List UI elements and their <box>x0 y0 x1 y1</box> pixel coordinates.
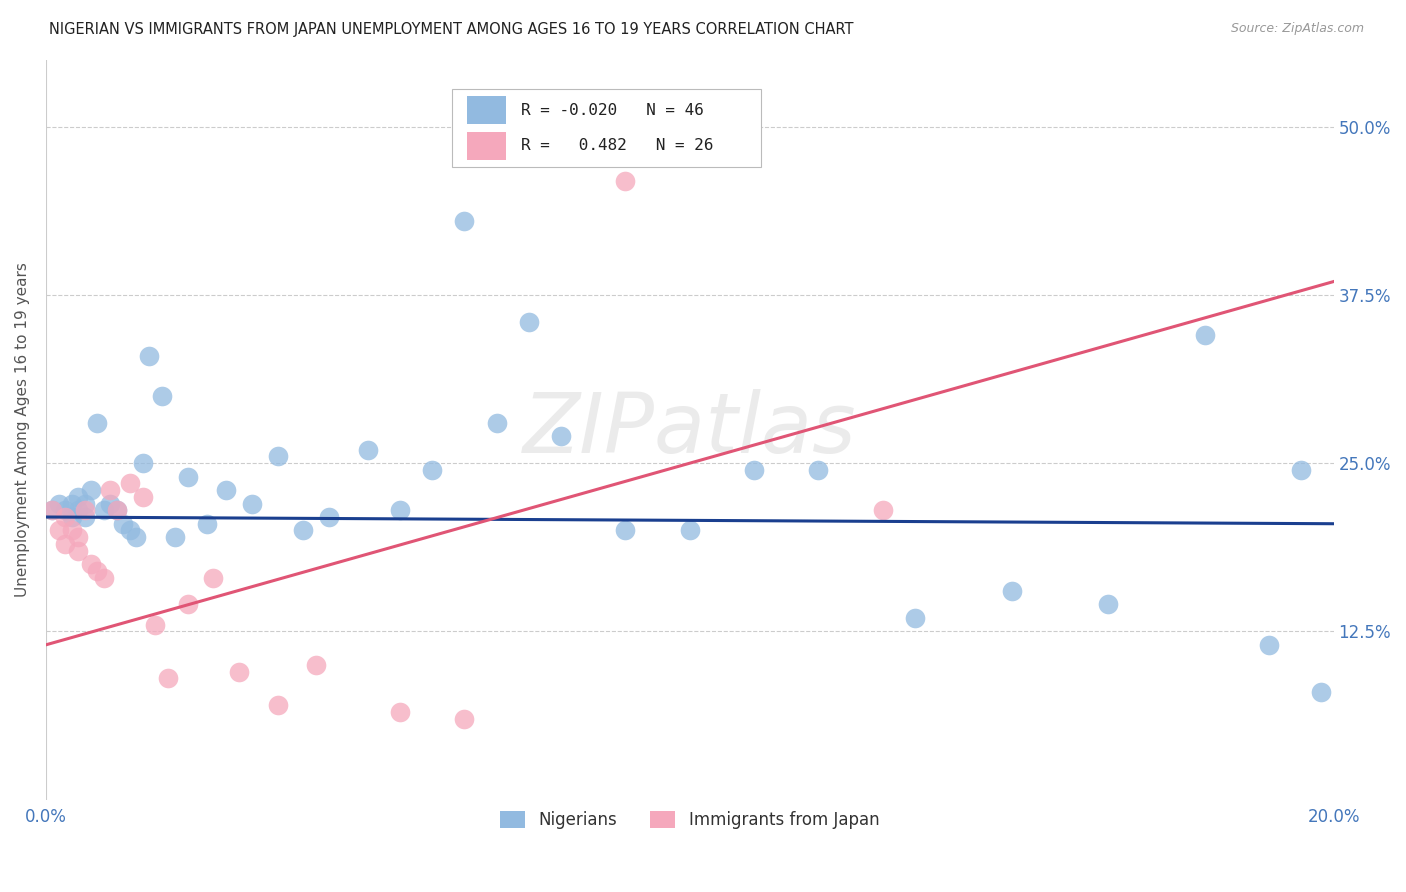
Point <box>41 503 63 517</box>
Point <box>1258 638 1281 652</box>
Point <box>125 530 148 544</box>
Point <box>228 665 250 679</box>
Point <box>517 315 540 329</box>
Point <box>904 611 927 625</box>
Point <box>240 497 263 511</box>
Y-axis label: Unemployment Among Ages 16 to 19 years: Unemployment Among Ages 16 to 19 years <box>15 262 30 597</box>
Point <box>67 503 90 517</box>
Point <box>67 530 90 544</box>
Point <box>614 174 637 188</box>
Point <box>73 497 96 511</box>
Point <box>389 705 412 719</box>
Point <box>93 503 115 517</box>
Point <box>318 510 340 524</box>
Point <box>389 503 412 517</box>
Point <box>1291 463 1313 477</box>
Point <box>163 530 186 544</box>
Point <box>1194 328 1216 343</box>
Point <box>195 516 218 531</box>
Point <box>176 598 198 612</box>
FancyBboxPatch shape <box>467 96 506 124</box>
Point <box>98 497 121 511</box>
Point <box>1309 685 1331 699</box>
Point <box>150 389 173 403</box>
Point <box>80 557 103 571</box>
Point <box>105 503 128 517</box>
Point <box>80 483 103 497</box>
Point <box>98 483 121 497</box>
Point <box>453 712 475 726</box>
Text: R = -0.020   N = 46: R = -0.020 N = 46 <box>522 103 704 118</box>
Point <box>53 510 76 524</box>
Point <box>215 483 238 497</box>
Point <box>485 416 508 430</box>
Point <box>550 429 572 443</box>
Point <box>48 524 70 538</box>
Point <box>138 349 160 363</box>
Point <box>1001 584 1024 599</box>
Point <box>267 698 290 713</box>
Point <box>614 524 637 538</box>
Point <box>292 524 315 538</box>
Point <box>176 469 198 483</box>
Point <box>60 497 83 511</box>
Point <box>131 456 153 470</box>
Point <box>112 516 135 531</box>
Point <box>53 537 76 551</box>
Point <box>742 463 765 477</box>
Point <box>60 524 83 538</box>
Point <box>305 658 328 673</box>
Point <box>1097 598 1119 612</box>
Point <box>93 570 115 584</box>
Point <box>67 543 90 558</box>
Point <box>118 524 141 538</box>
Point <box>86 416 108 430</box>
Point <box>48 497 70 511</box>
Point <box>420 463 443 477</box>
Point <box>73 510 96 524</box>
Point <box>157 672 180 686</box>
FancyBboxPatch shape <box>467 132 506 160</box>
Point <box>202 570 225 584</box>
Text: NIGERIAN VS IMMIGRANTS FROM JAPAN UNEMPLOYMENT AMONG AGES 16 TO 19 YEARS CORRELA: NIGERIAN VS IMMIGRANTS FROM JAPAN UNEMPL… <box>49 22 853 37</box>
Point <box>453 214 475 228</box>
FancyBboxPatch shape <box>451 89 761 167</box>
Point <box>131 490 153 504</box>
Point <box>86 564 108 578</box>
Point <box>807 463 830 477</box>
Text: ZIPatlas: ZIPatlas <box>523 389 856 470</box>
Point <box>118 476 141 491</box>
Point <box>679 524 702 538</box>
Point <box>41 503 63 517</box>
Point <box>105 503 128 517</box>
Point <box>60 510 83 524</box>
Legend: Nigerians, Immigrants from Japan: Nigerians, Immigrants from Japan <box>494 804 886 836</box>
Point <box>145 617 167 632</box>
Point <box>73 503 96 517</box>
Point <box>53 503 76 517</box>
Point <box>67 490 90 504</box>
Text: Source: ZipAtlas.com: Source: ZipAtlas.com <box>1230 22 1364 36</box>
Point <box>872 503 894 517</box>
Point <box>267 450 290 464</box>
Text: R =   0.482   N = 26: R = 0.482 N = 26 <box>522 138 714 153</box>
Point <box>357 442 380 457</box>
